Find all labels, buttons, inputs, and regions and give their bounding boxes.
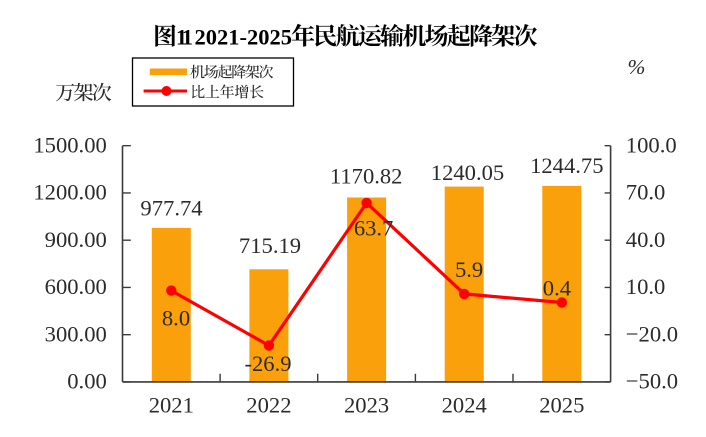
svg-text:1500.00: 1500.00 [33,132,106,157]
svg-text:2024: 2024 [442,392,487,417]
svg-text:10.0: 10.0 [626,274,666,299]
svg-text:2022: 2022 [246,392,291,417]
svg-text:−20.0: −20.0 [626,321,678,346]
svg-text:100.0: 100.0 [626,132,677,157]
svg-text:2023: 2023 [344,392,389,417]
svg-text:1244.75: 1244.75 [530,153,603,178]
svg-text:300.00: 300.00 [45,321,107,346]
svg-text:1240.05: 1240.05 [431,160,504,185]
svg-text:2025: 2025 [539,392,584,417]
svg-text:0.4: 0.4 [543,276,571,301]
svg-text:40.0: 40.0 [626,227,666,252]
svg-text:900.00: 900.00 [45,227,107,252]
svg-text:715.19: 715.19 [239,233,301,258]
svg-text:1200.00: 1200.00 [33,180,106,205]
svg-text:-26.9: -26.9 [244,351,291,376]
svg-text:8.0: 8.0 [162,305,190,330]
svg-text:5.9: 5.9 [455,257,483,282]
svg-text:%: % [628,55,646,79]
svg-text:2021: 2021 [149,392,194,417]
svg-text:2021-2025: 2021-2025 [195,25,293,50]
svg-text:0.00: 0.00 [67,369,107,394]
svg-text:70.0: 70.0 [626,180,666,205]
svg-text:977.74: 977.74 [140,196,202,221]
svg-text:600.00: 600.00 [45,274,107,299]
svg-text:1170.82: 1170.82 [330,164,403,189]
svg-text:63.7: 63.7 [354,216,394,241]
svg-text:−50.0: −50.0 [626,369,678,394]
